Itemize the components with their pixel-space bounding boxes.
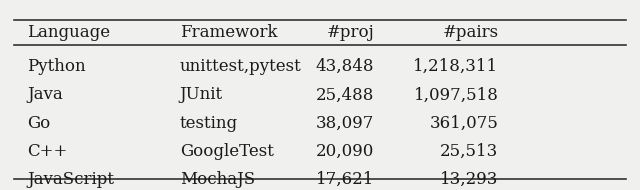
Text: 1,097,518: 1,097,518 [413, 86, 499, 103]
Text: GoogleTest: GoogleTest [180, 143, 274, 160]
Text: JUnit: JUnit [180, 86, 223, 103]
Text: 17,621: 17,621 [316, 171, 374, 188]
Text: Python: Python [27, 58, 86, 75]
Text: Framework: Framework [180, 24, 277, 41]
Text: Go: Go [27, 115, 50, 132]
Text: 13,293: 13,293 [440, 171, 499, 188]
Text: 361,075: 361,075 [429, 115, 499, 132]
Text: 43,848: 43,848 [316, 58, 374, 75]
Text: #proj: #proj [326, 24, 374, 41]
Text: unittest,pytest: unittest,pytest [180, 58, 301, 75]
Text: JavaScript: JavaScript [27, 171, 114, 188]
Text: C++: C++ [27, 143, 67, 160]
Text: 38,097: 38,097 [316, 115, 374, 132]
Text: 25,513: 25,513 [440, 143, 499, 160]
Text: 1,218,311: 1,218,311 [413, 58, 499, 75]
Text: Java: Java [27, 86, 63, 103]
Text: testing: testing [180, 115, 238, 132]
Text: #pairs: #pairs [442, 24, 499, 41]
Text: 20,090: 20,090 [316, 143, 374, 160]
Text: Language: Language [27, 24, 110, 41]
Text: MochaJS: MochaJS [180, 171, 255, 188]
Text: 25,488: 25,488 [316, 86, 374, 103]
